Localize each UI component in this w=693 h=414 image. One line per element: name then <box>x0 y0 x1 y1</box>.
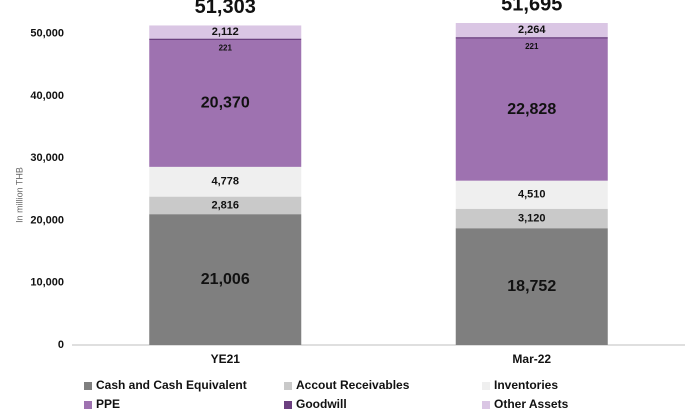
bar-segment <box>149 214 302 345</box>
bar-segment <box>149 196 302 215</box>
legend-swatch <box>284 382 292 390</box>
legend-label: Accout Receivables <box>296 378 410 392</box>
legend-label: Inventories <box>494 378 558 392</box>
bar-segment <box>149 166 302 197</box>
y-tick-label: 0 <box>58 339 64 351</box>
data-label: 22,828 <box>507 101 556 118</box>
legend-swatch <box>84 401 92 409</box>
legend-label: PPE <box>96 397 120 411</box>
legend-swatch <box>482 401 490 409</box>
legend-label: Goodwill <box>296 397 347 411</box>
y-tick-label: 10,000 <box>30 277 64 289</box>
bar-segment <box>455 38 608 181</box>
y-tick-label: 50,000 <box>30 27 64 39</box>
legend-swatch <box>284 401 292 409</box>
data-label: 221 <box>219 44 233 53</box>
bar-segment <box>455 228 608 345</box>
y-tick-label: 30,000 <box>30 152 64 164</box>
y-tick-label: 40,000 <box>30 90 64 102</box>
legend-swatch <box>482 382 490 390</box>
data-label: 3,120 <box>518 212 546 224</box>
legend-label: Other Assets <box>494 397 569 411</box>
total-label: 51,695 <box>501 0 562 15</box>
y-tick-label: 20,000 <box>30 214 64 226</box>
legend-swatch <box>84 382 92 390</box>
data-label: 221 <box>525 42 539 51</box>
data-label: 2,112 <box>212 26 239 38</box>
x-tick-label: Mar-22 <box>512 352 551 366</box>
data-label: 20,370 <box>201 95 250 112</box>
legend-label: Cash and Cash Equivalent <box>96 378 247 392</box>
data-label: 2,264 <box>518 24 546 36</box>
bar-segment <box>149 25 302 39</box>
bar-segment <box>149 39 302 167</box>
bar-segment <box>455 180 608 209</box>
data-label: 4,778 <box>211 176 239 188</box>
bar-segment <box>455 208 608 229</box>
x-tick-label: YE21 <box>211 352 241 366</box>
data-label: 4,510 <box>518 189 546 201</box>
data-label: 2,816 <box>211 199 239 211</box>
bar-segment <box>455 23 608 38</box>
bar-segment <box>455 37 608 39</box>
y-axis-label: In million THB <box>14 167 24 223</box>
total-label: 51,303 <box>195 0 256 18</box>
data-label: 21,006 <box>201 271 250 288</box>
bar-segment <box>149 38 302 40</box>
data-label: 18,752 <box>507 278 556 295</box>
